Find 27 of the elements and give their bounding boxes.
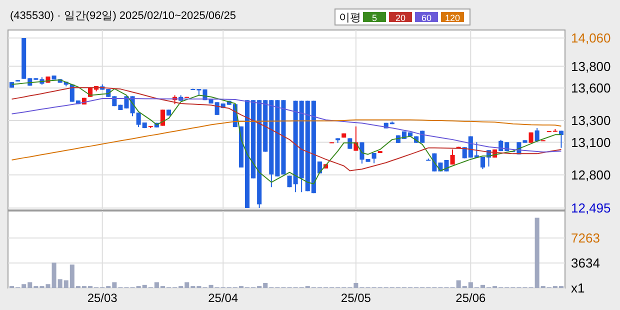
text: 60: [421, 13, 432, 23]
y-tick-label: 13,300: [571, 113, 611, 128]
y-tick-label: 12,800: [571, 167, 611, 182]
y-tick-label: 3634: [571, 256, 600, 271]
candlestick: [534, 128, 540, 143]
candlestick: [160, 109, 165, 126]
legend-title: 이평: [339, 12, 361, 24]
text: 20: [395, 13, 406, 23]
line-series: [11, 87, 562, 172]
x-tick-label: 25/05: [340, 291, 372, 305]
x-tick-label: 25/06: [456, 291, 486, 305]
y-tick-label: x1: [571, 280, 585, 296]
y-tick-label: 12,495: [571, 200, 611, 216]
y-tick-label: 13,100: [571, 134, 611, 150]
x-tick-label: 25/04: [208, 291, 238, 305]
x-tick-label: 25/03: [87, 291, 118, 305]
line-series: [11, 119, 562, 160]
y-tick-label: 14,060: [571, 30, 611, 46]
candlestick: [372, 152, 376, 164]
y-tick-label: 13,600: [571, 80, 611, 96]
candlestick: [450, 148, 455, 166]
y-tick-label: 7263: [571, 230, 600, 246]
line-series: [11, 79, 562, 184]
y-tick-label: 13,800: [571, 58, 611, 74]
chart-title: (435530) · 일간(92일) 2025/02/10~2025/06/25: [10, 10, 236, 22]
text: 120: [444, 13, 460, 23]
text: 5: [372, 13, 378, 23]
